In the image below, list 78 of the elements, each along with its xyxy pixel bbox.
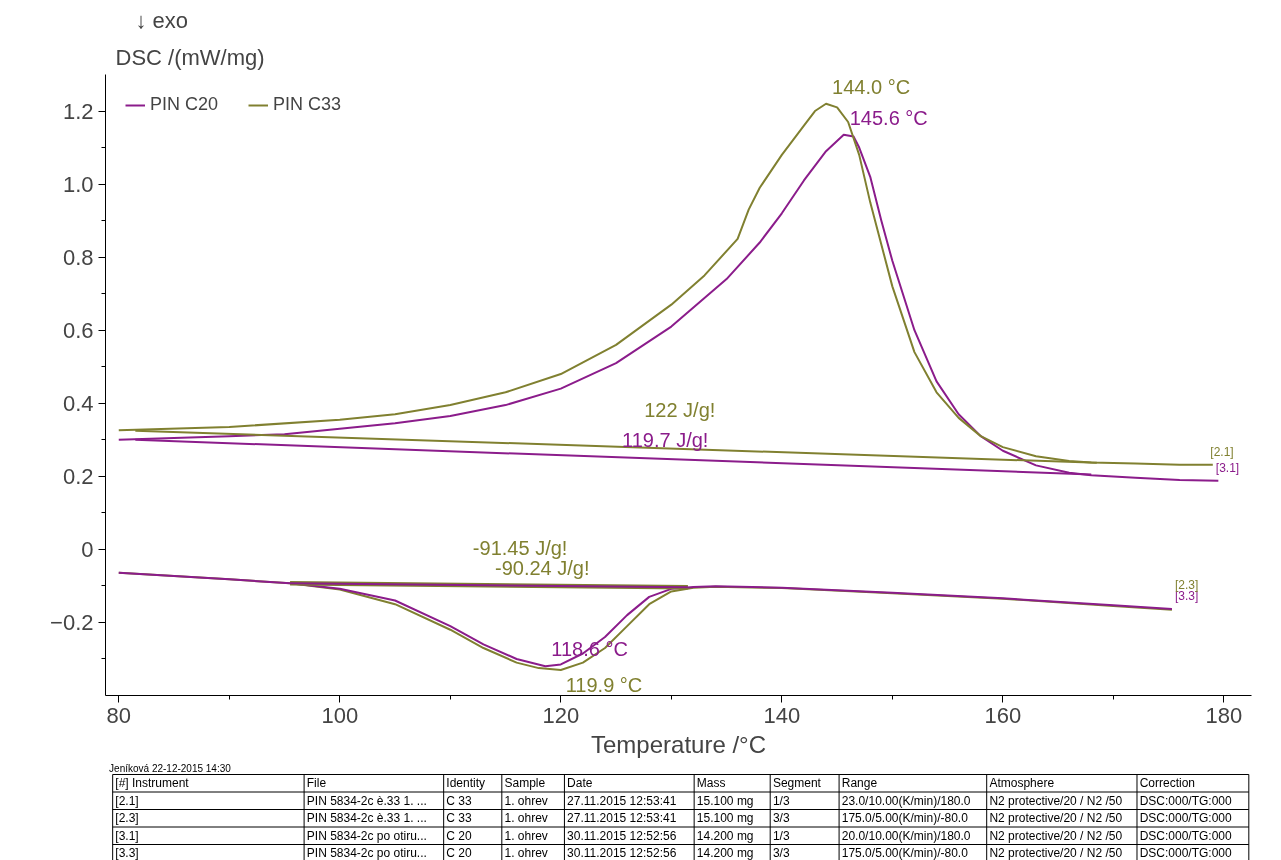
text: N2 protective/20 / N2 /50 bbox=[989, 828, 1123, 843]
y-tick-label: 0 bbox=[81, 536, 94, 562]
text: Range bbox=[841, 776, 878, 791]
text: N2 protective/20 / N2 /50 bbox=[989, 811, 1123, 826]
text: Segment bbox=[772, 776, 822, 791]
text: C 33 bbox=[446, 793, 473, 808]
y-tick-label: 1.0 bbox=[62, 171, 94, 197]
text: [2.1] bbox=[115, 793, 139, 808]
y-tick-label: −0.2 bbox=[50, 609, 94, 635]
text: DSC:000/TG:000 bbox=[1139, 846, 1233, 860]
text: 1. ohrev bbox=[504, 811, 548, 826]
text: 27.11.2015 12:53:41 bbox=[567, 793, 677, 808]
text: [2.3] bbox=[115, 811, 139, 826]
text: C 20 bbox=[446, 846, 473, 860]
text: 30.11.2015 12:52:56 bbox=[567, 828, 677, 843]
x-tick-label: 140 bbox=[763, 702, 801, 728]
text: PIN 5834-2c è.33 1. ... bbox=[306, 811, 427, 826]
text: 175.0/5.00(K/min)/-80.0 bbox=[841, 846, 969, 860]
text: [#] Instrument bbox=[115, 776, 190, 791]
text: [3.3] bbox=[115, 846, 139, 860]
text: 1. ohrev bbox=[504, 828, 548, 843]
text: 30.11.2015 12:52:56 bbox=[567, 846, 677, 860]
text: C 20 bbox=[446, 828, 473, 843]
text: 3/3 bbox=[772, 846, 790, 860]
text: Correction bbox=[1139, 776, 1196, 791]
text: 15.100 mg bbox=[696, 811, 754, 826]
text: 14.200 mg bbox=[696, 828, 754, 843]
text: 15.100 mg bbox=[696, 793, 754, 808]
annotation: -91.45 J/g! bbox=[472, 536, 568, 559]
x-axis-title: Temperature /°C bbox=[591, 730, 766, 758]
text: [3.1] bbox=[115, 828, 139, 843]
text: Sample bbox=[504, 776, 546, 791]
y-tick-label: 0.4 bbox=[62, 390, 94, 416]
annotation: 119.7 J/g! bbox=[622, 429, 709, 452]
x-tick-label: 160 bbox=[984, 702, 1022, 728]
text: 1. ohrev bbox=[504, 793, 548, 808]
text: PIN 5834-2c po otiru... bbox=[306, 828, 427, 843]
y-tick-label: 0.6 bbox=[62, 317, 94, 343]
x-tick-label: 100 bbox=[321, 702, 359, 728]
annotation: [3.1] bbox=[1215, 460, 1240, 475]
text: PIN 5834-2c po otiru... bbox=[306, 846, 427, 860]
text: File bbox=[306, 776, 327, 791]
legend-label: PIN C33 bbox=[273, 94, 342, 115]
text: 14.200 mg bbox=[696, 846, 754, 860]
text: Mass bbox=[696, 776, 726, 791]
annotation: [2.1] bbox=[1210, 444, 1234, 459]
text: 1/3 bbox=[772, 793, 790, 808]
y-tick-label: 1.2 bbox=[62, 98, 94, 124]
text: 175.0/5.00(K/min)/-80.0 bbox=[841, 811, 969, 826]
y-axis-title: DSC /(mW/mg) bbox=[115, 44, 265, 70]
text: Identity bbox=[446, 776, 486, 791]
y-tick-label: 0.2 bbox=[62, 463, 94, 489]
text: 20.0/10.00(K/min)/180.0 bbox=[841, 828, 971, 843]
annotation: 145.6 °C bbox=[849, 106, 928, 129]
text: 1. ohrev bbox=[504, 846, 548, 860]
y-tick-label: 0.8 bbox=[62, 244, 94, 270]
text: Atmosphere bbox=[989, 776, 1055, 791]
text: 1/3 bbox=[772, 828, 790, 843]
x-tick-label: 80 bbox=[106, 702, 132, 728]
text: Date bbox=[567, 776, 593, 791]
text: N2 protective/20 / N2 /50 bbox=[989, 793, 1123, 808]
legend-label: PIN C20 bbox=[150, 94, 219, 115]
x-tick-label: 180 bbox=[1205, 702, 1243, 728]
x-tick-label: 120 bbox=[542, 702, 580, 728]
text: PIN 5834-2c è.33 1. ... bbox=[306, 793, 427, 808]
text: N2 protective/20 / N2 /50 bbox=[989, 846, 1123, 860]
text: 23.0/10.00(K/min)/180.0 bbox=[841, 793, 971, 808]
annotation: 119.9 °C bbox=[565, 673, 643, 696]
text: DSC:000/TG:000 bbox=[1139, 828, 1233, 843]
text: DSC:000/TG:000 bbox=[1139, 793, 1233, 808]
text: Jeníková 22-12-2015 14:30 bbox=[109, 763, 232, 774]
annotation: 122 J/g! bbox=[644, 399, 716, 422]
annotation: 144.0 °C bbox=[832, 75, 911, 98]
text: DSC:000/TG:000 bbox=[1139, 811, 1233, 826]
text: ↓ exo bbox=[135, 7, 189, 33]
text: 3/3 bbox=[772, 811, 790, 826]
text: C 33 bbox=[446, 811, 473, 826]
text: 27.11.2015 12:53:41 bbox=[567, 811, 677, 826]
